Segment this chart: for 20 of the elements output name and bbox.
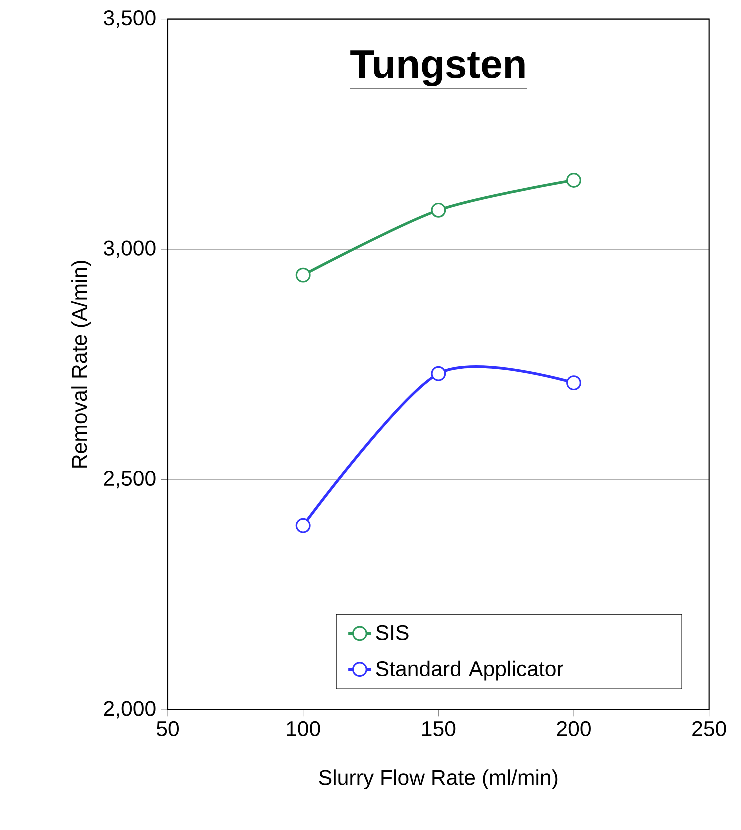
y-axis-title: Removal Rate (A/min) bbox=[72, 261, 92, 468]
point bbox=[566, 173, 582, 188]
point bbox=[296, 268, 311, 283]
text: Tungsten bbox=[350, 50, 525, 87]
point bbox=[296, 518, 311, 534]
y-tick-label: 3,000 bbox=[104, 240, 156, 258]
y-tick-label: 2,000 bbox=[104, 701, 156, 719]
y-tick-label: 2,500 bbox=[104, 470, 156, 489]
x-tick-label: 50 bbox=[156, 721, 180, 736]
x-tick-label: 100 bbox=[287, 721, 320, 736]
legend-label: SIS bbox=[376, 625, 409, 640]
x-tick-label: 250 bbox=[692, 721, 726, 736]
x-tick-label: 200 bbox=[557, 721, 591, 736]
point bbox=[566, 376, 582, 391]
point bbox=[431, 202, 446, 218]
y-tick-label: 3,500 bbox=[104, 10, 156, 28]
x-tick-label: 150 bbox=[422, 721, 456, 736]
legend-label: Standard Applicator bbox=[376, 660, 564, 681]
x-axis-title: Slurry Flow Rate (ml/min) bbox=[319, 770, 558, 790]
point bbox=[431, 366, 446, 382]
